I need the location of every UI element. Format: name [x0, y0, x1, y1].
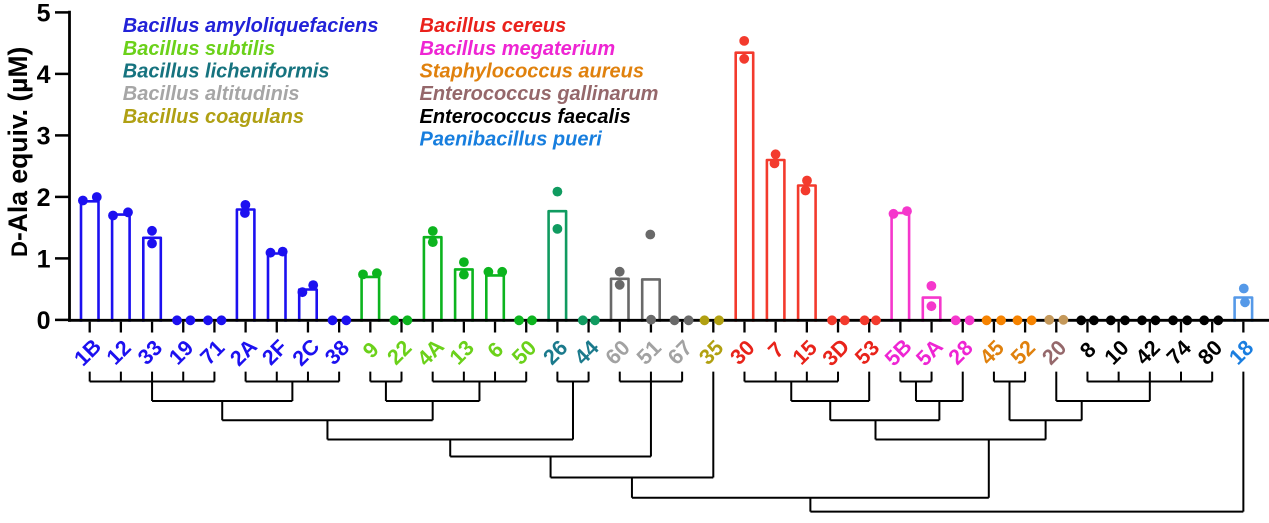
- svg-text:Enterococcus gallinarum: Enterococcus gallinarum: [420, 83, 659, 105]
- svg-text:4: 4: [37, 61, 51, 89]
- svg-text:Enterococcus faecalis: Enterococcus faecalis: [420, 106, 631, 128]
- svg-text:1: 1: [37, 245, 51, 273]
- svg-text:Bacillus subtilis: Bacillus subtilis: [123, 38, 275, 60]
- svg-text:D-Ala equiv. (µM): D-Ala equiv. (µM): [3, 47, 33, 257]
- svg-text:Staphylococcus aureus: Staphylococcus aureus: [420, 61, 645, 83]
- svg-text:Bacillus altitudinis: Bacillus altitudinis: [123, 83, 300, 105]
- svg-text:0: 0: [37, 307, 51, 335]
- svg-text:Paenibacillus pueri: Paenibacillus pueri: [420, 129, 603, 151]
- svg-text:Bacillus cereus: Bacillus cereus: [420, 15, 567, 37]
- svg-text:Bacillus coagulans: Bacillus coagulans: [123, 106, 304, 128]
- svg-text:Bacillus megaterium: Bacillus megaterium: [420, 38, 616, 60]
- svg-text:5: 5: [37, 0, 51, 27]
- svg-text:3: 3: [37, 122, 51, 150]
- svg-text:Bacillus licheniformis: Bacillus licheniformis: [123, 61, 330, 83]
- svg-text:Bacillus amyloliquefaciens: Bacillus amyloliquefaciens: [123, 15, 379, 37]
- svg-text:2: 2: [37, 184, 51, 212]
